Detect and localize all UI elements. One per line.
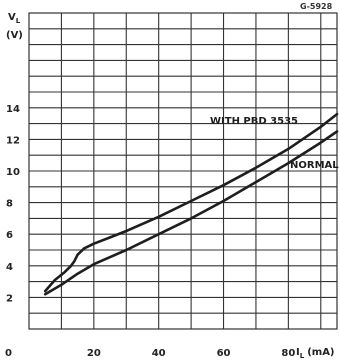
svg-text:VL: VL <box>8 12 21 25</box>
y-tick-label: 12 <box>6 135 20 146</box>
plot-frame <box>28 12 338 330</box>
y-axis-ticks: 2 4 6 8 10 12 14 <box>6 104 20 305</box>
y-tick-label: 14 <box>6 104 20 115</box>
chart-series <box>43 112 339 296</box>
y-tick-label: 10 <box>6 167 20 178</box>
x-axis-ticks: 0 20 40 60 80 <box>5 348 295 359</box>
x-axis-symbol: I <box>296 347 300 358</box>
x-tick-label: 60 <box>217 348 231 359</box>
x-tick-label: 80 <box>281 348 295 359</box>
x-axis-title: IL (mA) <box>296 347 335 360</box>
x-tick-label: 0 <box>5 348 12 359</box>
figure-reference: G-5928 <box>300 2 333 11</box>
y-tick-label: 6 <box>6 230 13 241</box>
y-axis-subscript: L <box>16 17 21 25</box>
x-axis-unit: (mA) <box>307 347 334 358</box>
y-axis-unit: (V) <box>6 30 23 41</box>
series-line-2 <box>43 130 339 296</box>
y-axis-symbol: V <box>8 12 16 23</box>
y-tick-label: 4 <box>6 262 13 273</box>
series-labels: WITH PBD 3535 NORMAL <box>210 116 339 171</box>
y-tick-label: 2 <box>6 293 13 304</box>
series-label-2: NORMAL <box>290 160 339 171</box>
y-axis-title: VL (V) <box>6 12 23 41</box>
chart-grid <box>29 13 337 329</box>
svg-text:IL(mA): IL (mA) <box>296 347 335 360</box>
series-line-1 <box>43 112 339 293</box>
series-label-1: WITH PBD 3535 <box>210 116 298 127</box>
x-tick-label: 20 <box>87 348 101 359</box>
x-tick-label: 40 <box>152 348 166 359</box>
y-tick-label: 8 <box>6 199 13 210</box>
x-axis-subscript: L <box>300 352 305 360</box>
